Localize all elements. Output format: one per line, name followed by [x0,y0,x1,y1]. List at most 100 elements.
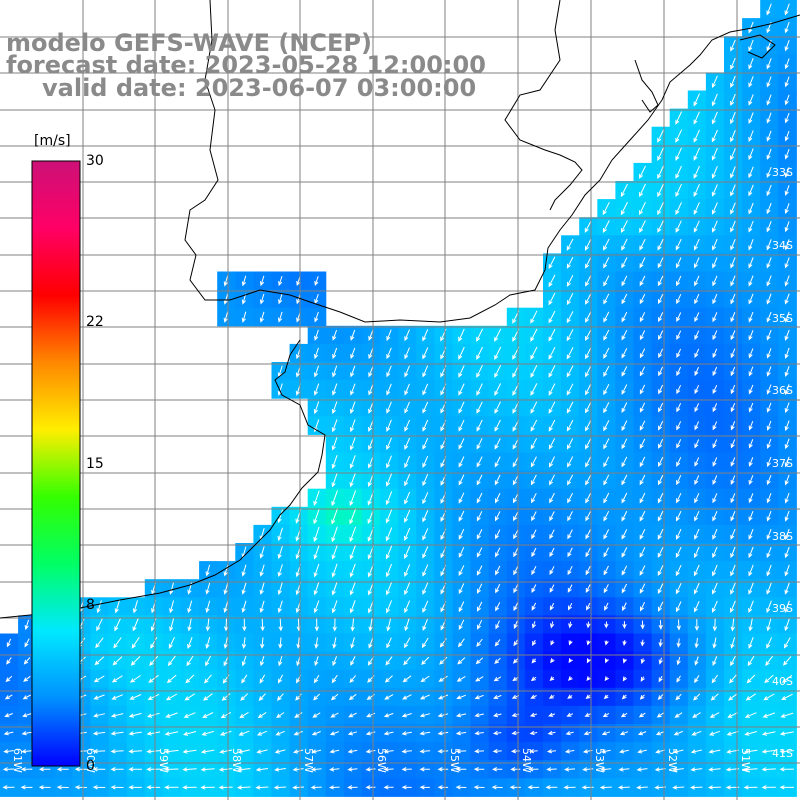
wind-arrow [458,456,465,468]
wind-arrow [277,582,283,596]
wind-arrow [458,401,465,414]
wind-arrow [675,564,682,577]
model-title: modelo GEFS-WAVE (NCEP) [6,29,372,57]
wind-arrow [603,584,609,594]
wind-arrow [350,618,355,632]
wind-arrow [676,456,682,467]
wind-arrow [784,3,790,16]
colorbar-tick-label: 30 [86,153,104,169]
wind-arrow [332,329,338,341]
wind-arrow [241,582,247,595]
wind-arrow [456,675,466,682]
wind-arrow [766,130,772,142]
wind-arrow [729,674,737,684]
wind-arrow [617,785,630,790]
wind-arrow [565,731,574,736]
wind-arrow [513,511,519,522]
wind-arrow [550,658,555,664]
wind-arrow [566,365,574,378]
wind-arrow [784,438,790,450]
wind-arrow [331,581,338,596]
wind-arrow [748,39,754,52]
wind-arrow [748,184,754,197]
wind-arrow [404,600,411,614]
wind-arrow [621,492,628,504]
wind-arrow [676,348,682,359]
wind-arrow [585,565,591,576]
wind-arrow [74,767,87,772]
wind-arrow [383,731,394,736]
wind-arrow [529,748,538,754]
wind-arrow [383,749,394,754]
wind-arrow [748,58,754,70]
wind-arrow [218,785,233,790]
wind-arrow [584,220,592,233]
wind-arrow [146,785,161,790]
wind-arrow [639,293,646,305]
wind-arrow [401,767,412,772]
wind-arrow [128,749,143,754]
wind-arrow [221,693,231,701]
wind-arrow [711,147,718,161]
wind-arrow [748,257,754,269]
wind-arrow [223,582,229,595]
wind-arrow [242,618,247,632]
wind-arrow [766,166,772,178]
wind-arrow [458,328,465,342]
wind-arrow [529,712,538,717]
wind-arrow [622,658,627,664]
wind-arrow [494,401,501,414]
wind-arrow [784,582,790,595]
wind-arrow [437,731,449,736]
wind-arrow [458,365,465,378]
wind-arrow [784,329,790,341]
wind-arrow [386,437,392,451]
wind-arrow [74,785,87,790]
wind-arrow [437,713,449,718]
wind-arrow [404,637,411,649]
wind-arrow [331,455,338,469]
wind-arrow [549,474,555,486]
wind-arrow [784,474,790,486]
wind-arrow [476,346,483,360]
wind-arrow [621,366,628,377]
wind-arrow [94,656,105,666]
wind-arrow [730,57,736,70]
wind-arrow [494,456,501,468]
wind-arrow [784,384,790,396]
wind-arrow [350,347,356,360]
wind-arrow [422,546,429,559]
wind-arrow [348,693,357,701]
wind-arrow [474,694,484,700]
wind-arrow [766,582,772,595]
wind-arrow [256,730,268,736]
wind-arrow [620,201,628,216]
wind-arrow [567,565,573,576]
wind-arrow [730,348,736,359]
wind-arrow [313,693,320,701]
wind-arrow [183,712,196,718]
wind-arrow [676,384,682,395]
wind-arrow [114,600,120,614]
forecast-date: forecast date: 2023-05-28 12:00:00 [6,51,486,79]
colorbar-tick-label: 15 [86,455,104,472]
wind-arrow [621,238,628,251]
wind-arrow [621,293,628,305]
wind-arrow [201,730,214,736]
wind-arrow [638,712,646,718]
wind-arrow [657,546,664,558]
wind-arrow [657,583,664,595]
wind-arrow [128,785,142,790]
wind-arrow [693,129,700,143]
wind-arrow [350,637,355,649]
wind-arrow [784,257,790,269]
wind-arrow [784,420,790,432]
wind-arrow [258,693,266,701]
wind-arrow [22,694,31,700]
wind-arrow [365,731,376,736]
wind-arrow [712,582,718,595]
wind-arrow [766,329,772,341]
wind-arrow [658,330,664,341]
wind-arrow [766,510,772,522]
